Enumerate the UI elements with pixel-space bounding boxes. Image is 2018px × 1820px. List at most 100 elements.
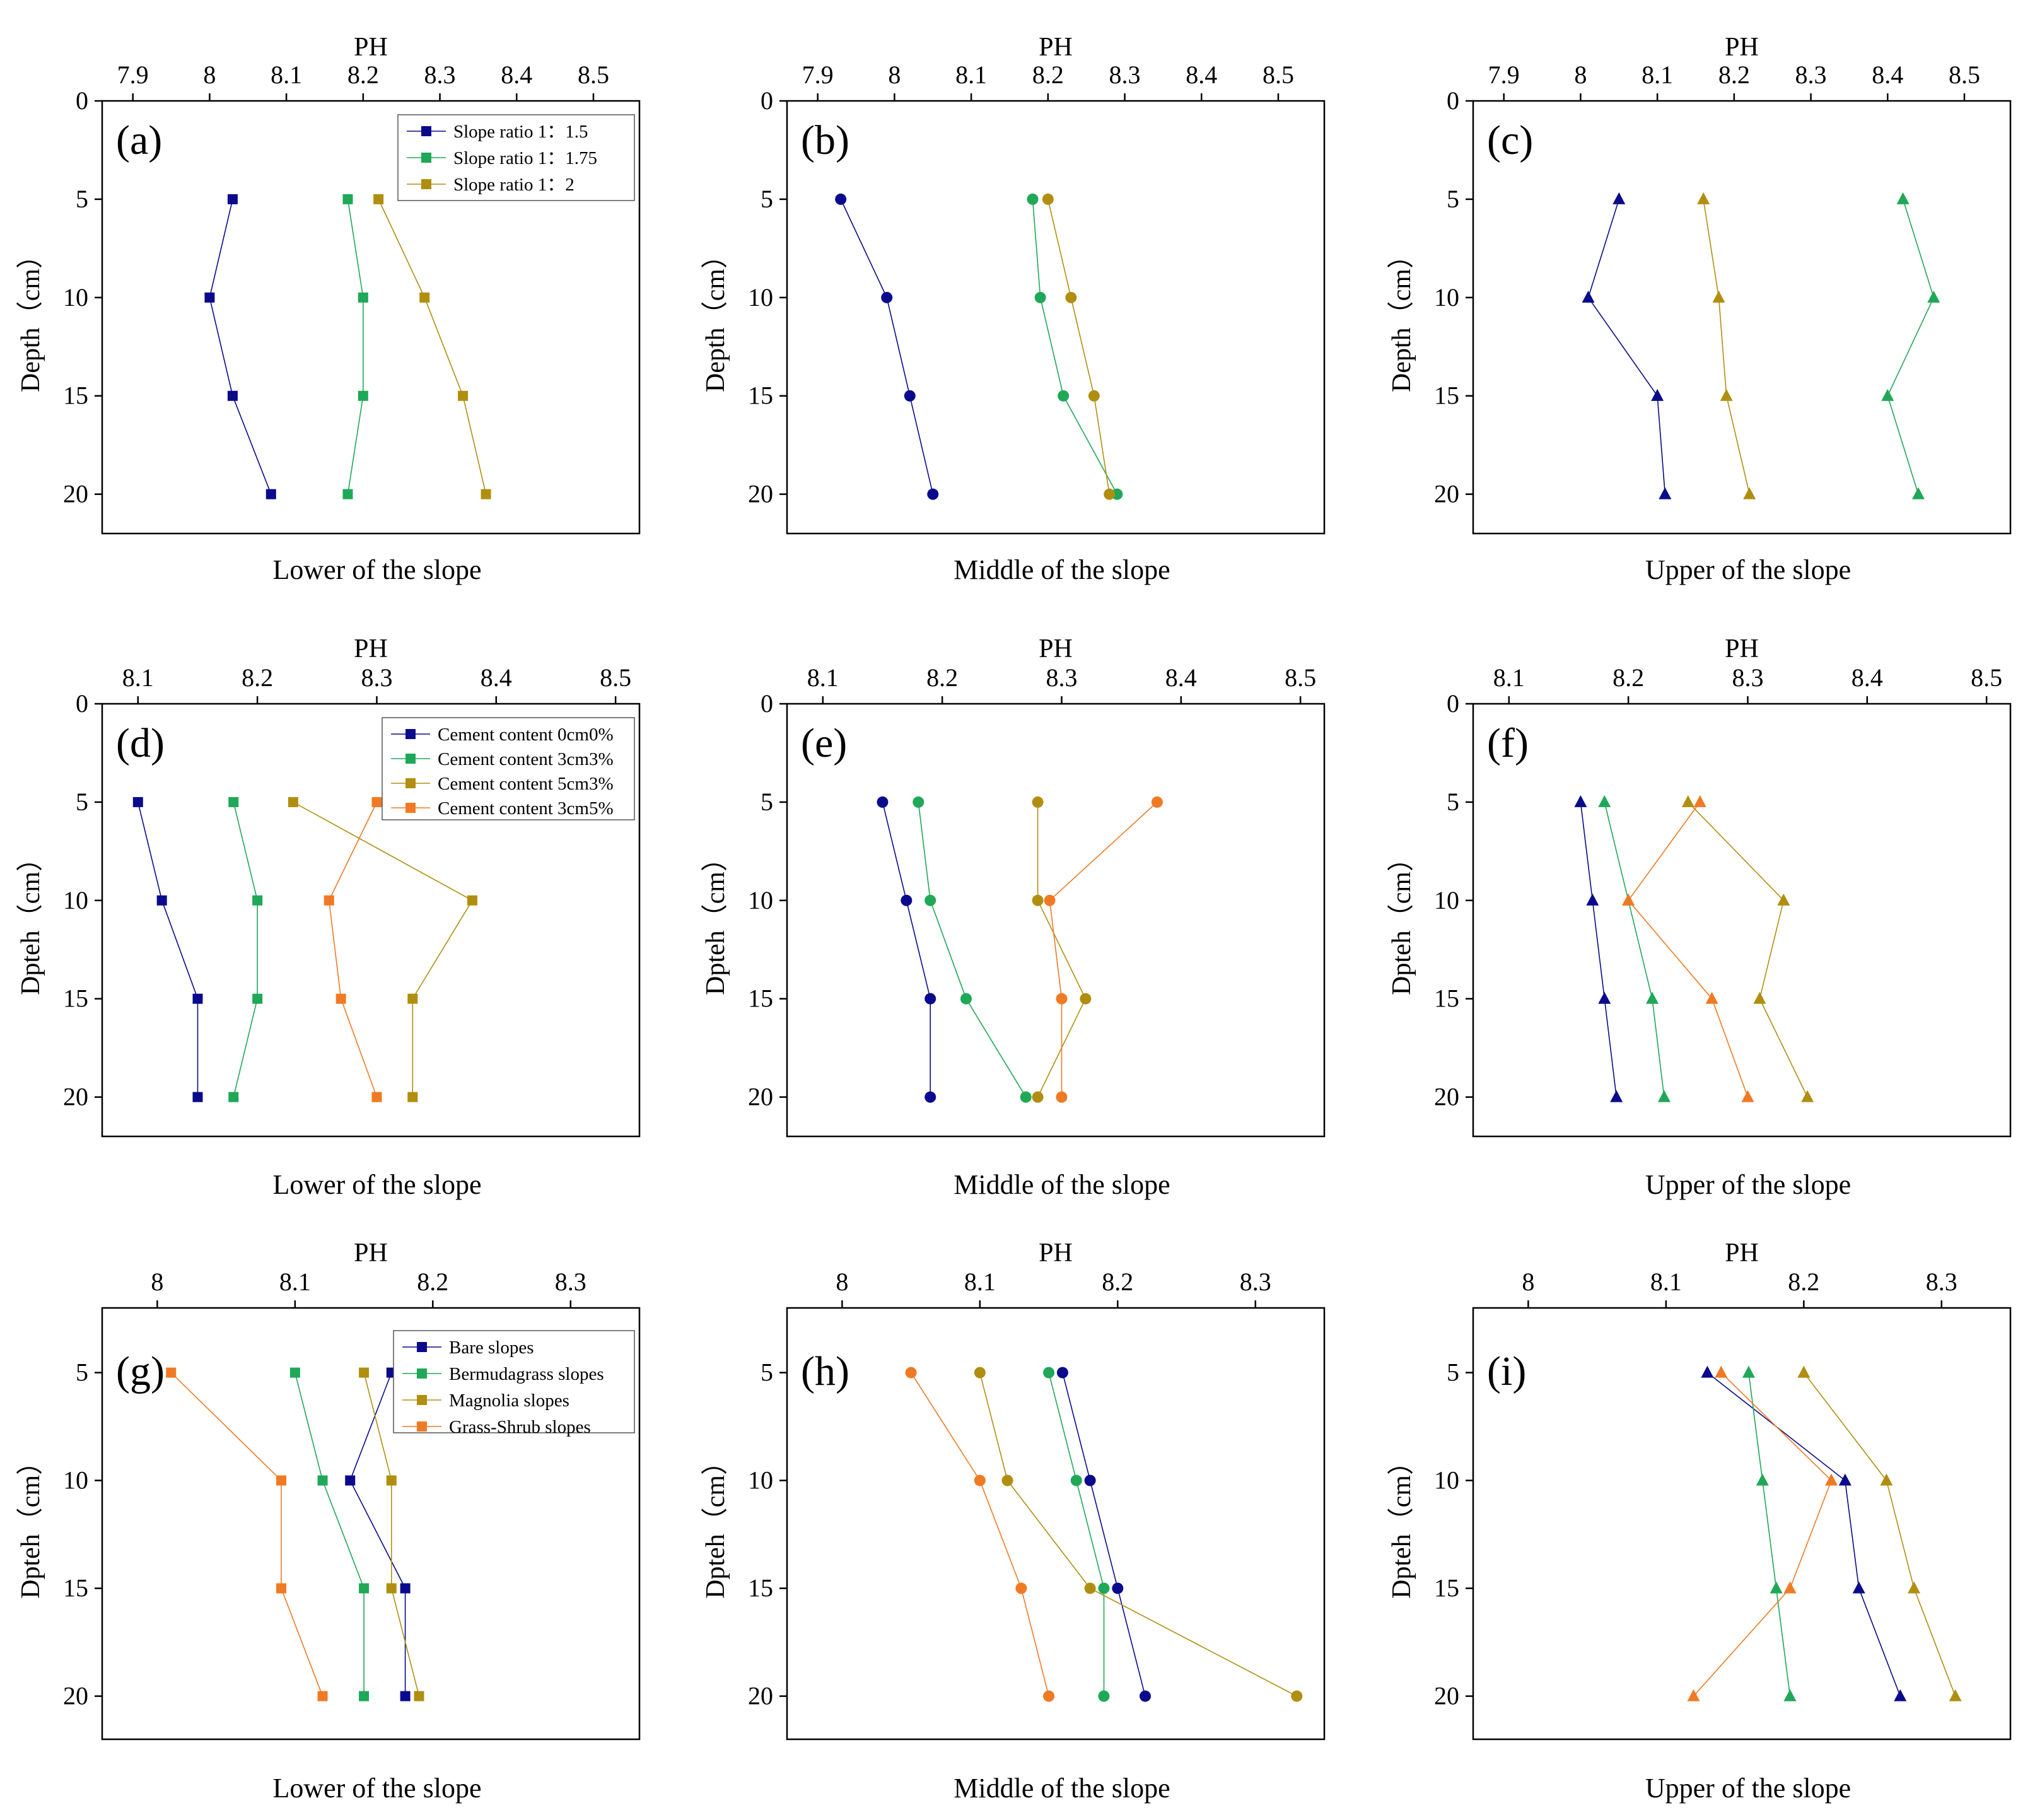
- data-point: [1151, 796, 1163, 808]
- legend-marker: [405, 754, 416, 764]
- data-point: [1908, 1581, 1921, 1594]
- data-point: [1896, 192, 1910, 204]
- y-axis-label: Dpteh（cm）: [701, 1449, 730, 1599]
- data-point: [960, 993, 972, 1005]
- data-point: [228, 796, 239, 807]
- y-tick-label: 20: [748, 1083, 773, 1111]
- panel-label: (d): [116, 720, 165, 766]
- x-axis-label: Upper of the slope: [1645, 554, 1851, 585]
- legend-marker: [421, 126, 431, 136]
- data-point: [835, 193, 847, 205]
- data-point: [342, 489, 353, 499]
- x-tick-label: 8: [1522, 1268, 1534, 1296]
- x-tick-label: 7.9: [117, 61, 149, 89]
- series-line-2: [233, 802, 258, 1097]
- y-tick-label: 20: [63, 1083, 88, 1111]
- data-point: [877, 796, 889, 808]
- x-tick-label: 8.5: [1285, 663, 1316, 692]
- data-point: [1080, 993, 1092, 1005]
- data-point: [1622, 893, 1635, 906]
- data-point: [1140, 1690, 1151, 1702]
- legend-box: [382, 717, 635, 820]
- panel-label: (g): [116, 1348, 165, 1394]
- y-tick-label: 20: [748, 480, 773, 508]
- y-tick-label: 5: [1447, 788, 1459, 816]
- series-line-3: [293, 802, 474, 1097]
- data-point: [1598, 795, 1611, 807]
- y-tick-label: 20: [1434, 1682, 1459, 1710]
- data-point: [1056, 1091, 1068, 1103]
- data-point: [227, 194, 238, 204]
- data-point: [1838, 1473, 1852, 1486]
- y-axis-label: Depth（cm）: [1387, 242, 1416, 392]
- x-tick-label: 8.3: [1109, 61, 1141, 89]
- data-point: [1586, 893, 1599, 906]
- data-point: [1104, 488, 1116, 500]
- legend: Cement content 0cm0% Cement content 3cm3%…: [382, 717, 635, 820]
- x-axis-label: Upper of the slope: [1645, 1169, 1851, 1200]
- axis-title: PH: [354, 33, 388, 62]
- data-point: [1697, 192, 1710, 204]
- x-tick-label: 8.2: [926, 663, 958, 692]
- data-point: [927, 488, 939, 500]
- series-line-3: [979, 1372, 1297, 1697]
- y-tick-label: 5: [76, 788, 88, 816]
- legend-label: Slope ratio 1：1.75: [453, 148, 597, 168]
- x-tick-label: 8.4: [1852, 663, 1883, 692]
- data-point: [1777, 893, 1790, 906]
- data-point: [373, 194, 384, 204]
- legend-marker: [417, 1421, 427, 1432]
- x-tick-label: 8.1: [1642, 61, 1673, 89]
- data-point: [881, 291, 893, 303]
- legend-marker: [417, 1342, 427, 1352]
- data-point: [252, 895, 263, 906]
- data-point: [1032, 1091, 1044, 1103]
- x-tick-label: 8.1: [1650, 1268, 1682, 1296]
- data-point: [467, 895, 477, 906]
- data-point: [1112, 1582, 1124, 1594]
- series-line-1: [137, 802, 199, 1097]
- data-point: [317, 1691, 328, 1701]
- data-point: [1027, 193, 1039, 205]
- x-tick-label: 8.3: [424, 61, 456, 89]
- panel-label: (a): [116, 117, 162, 163]
- x-tick-label: 8.1: [807, 663, 839, 692]
- y-tick-label: 20: [1434, 480, 1459, 508]
- x-tick-label: 7.9: [802, 61, 834, 89]
- data-point: [974, 1474, 986, 1486]
- data-point: [156, 895, 167, 906]
- x-tick-label: 8.3: [1046, 663, 1077, 692]
- x-axis-label: Lower of the slope: [272, 1169, 481, 1200]
- data-point: [1032, 796, 1044, 808]
- y-tick-label: 20: [1434, 1083, 1459, 1111]
- data-point: [1598, 991, 1611, 1004]
- data-point: [1088, 390, 1100, 402]
- legend-label: Cement content 3cm3%: [438, 749, 614, 769]
- x-tick-label: 8.3: [1732, 663, 1763, 692]
- series-line-2: [1032, 199, 1118, 494]
- data-point: [1720, 388, 1733, 401]
- data-point: [1880, 1473, 1893, 1486]
- x-tick-label: 8.4: [1186, 61, 1217, 89]
- data-point: [132, 796, 143, 807]
- data-point: [1742, 1365, 1755, 1378]
- data-point: [1651, 388, 1664, 401]
- legend-label: Cement content 5cm3%: [438, 774, 614, 794]
- x-tick-label: 8.1: [964, 1268, 996, 1296]
- panel-b: PH 7.9 8 8.1 8.2 8.3 8.4 8.5 0 5 10 15 20 Depth（cm） Mi…: [701, 33, 1326, 585]
- axis-title: PH: [1039, 33, 1073, 62]
- y-tick-label: 15: [63, 382, 88, 410]
- data-point: [1058, 390, 1070, 402]
- series-line-3: [1803, 1372, 1956, 1696]
- data-point: [1042, 193, 1054, 205]
- plot-frame: [1472, 703, 2012, 1138]
- plot-frame: [101, 703, 641, 1138]
- x-tick-label: 8.1: [122, 663, 154, 692]
- x-tick-label: 8: [1574, 61, 1587, 89]
- y-tick-label: 10: [748, 1466, 773, 1495]
- data-point: [913, 796, 924, 808]
- data-point: [904, 390, 916, 402]
- data-point: [1743, 487, 1756, 499]
- panel-label: (c): [1487, 117, 1533, 163]
- x-tick-label: 8.4: [481, 663, 512, 692]
